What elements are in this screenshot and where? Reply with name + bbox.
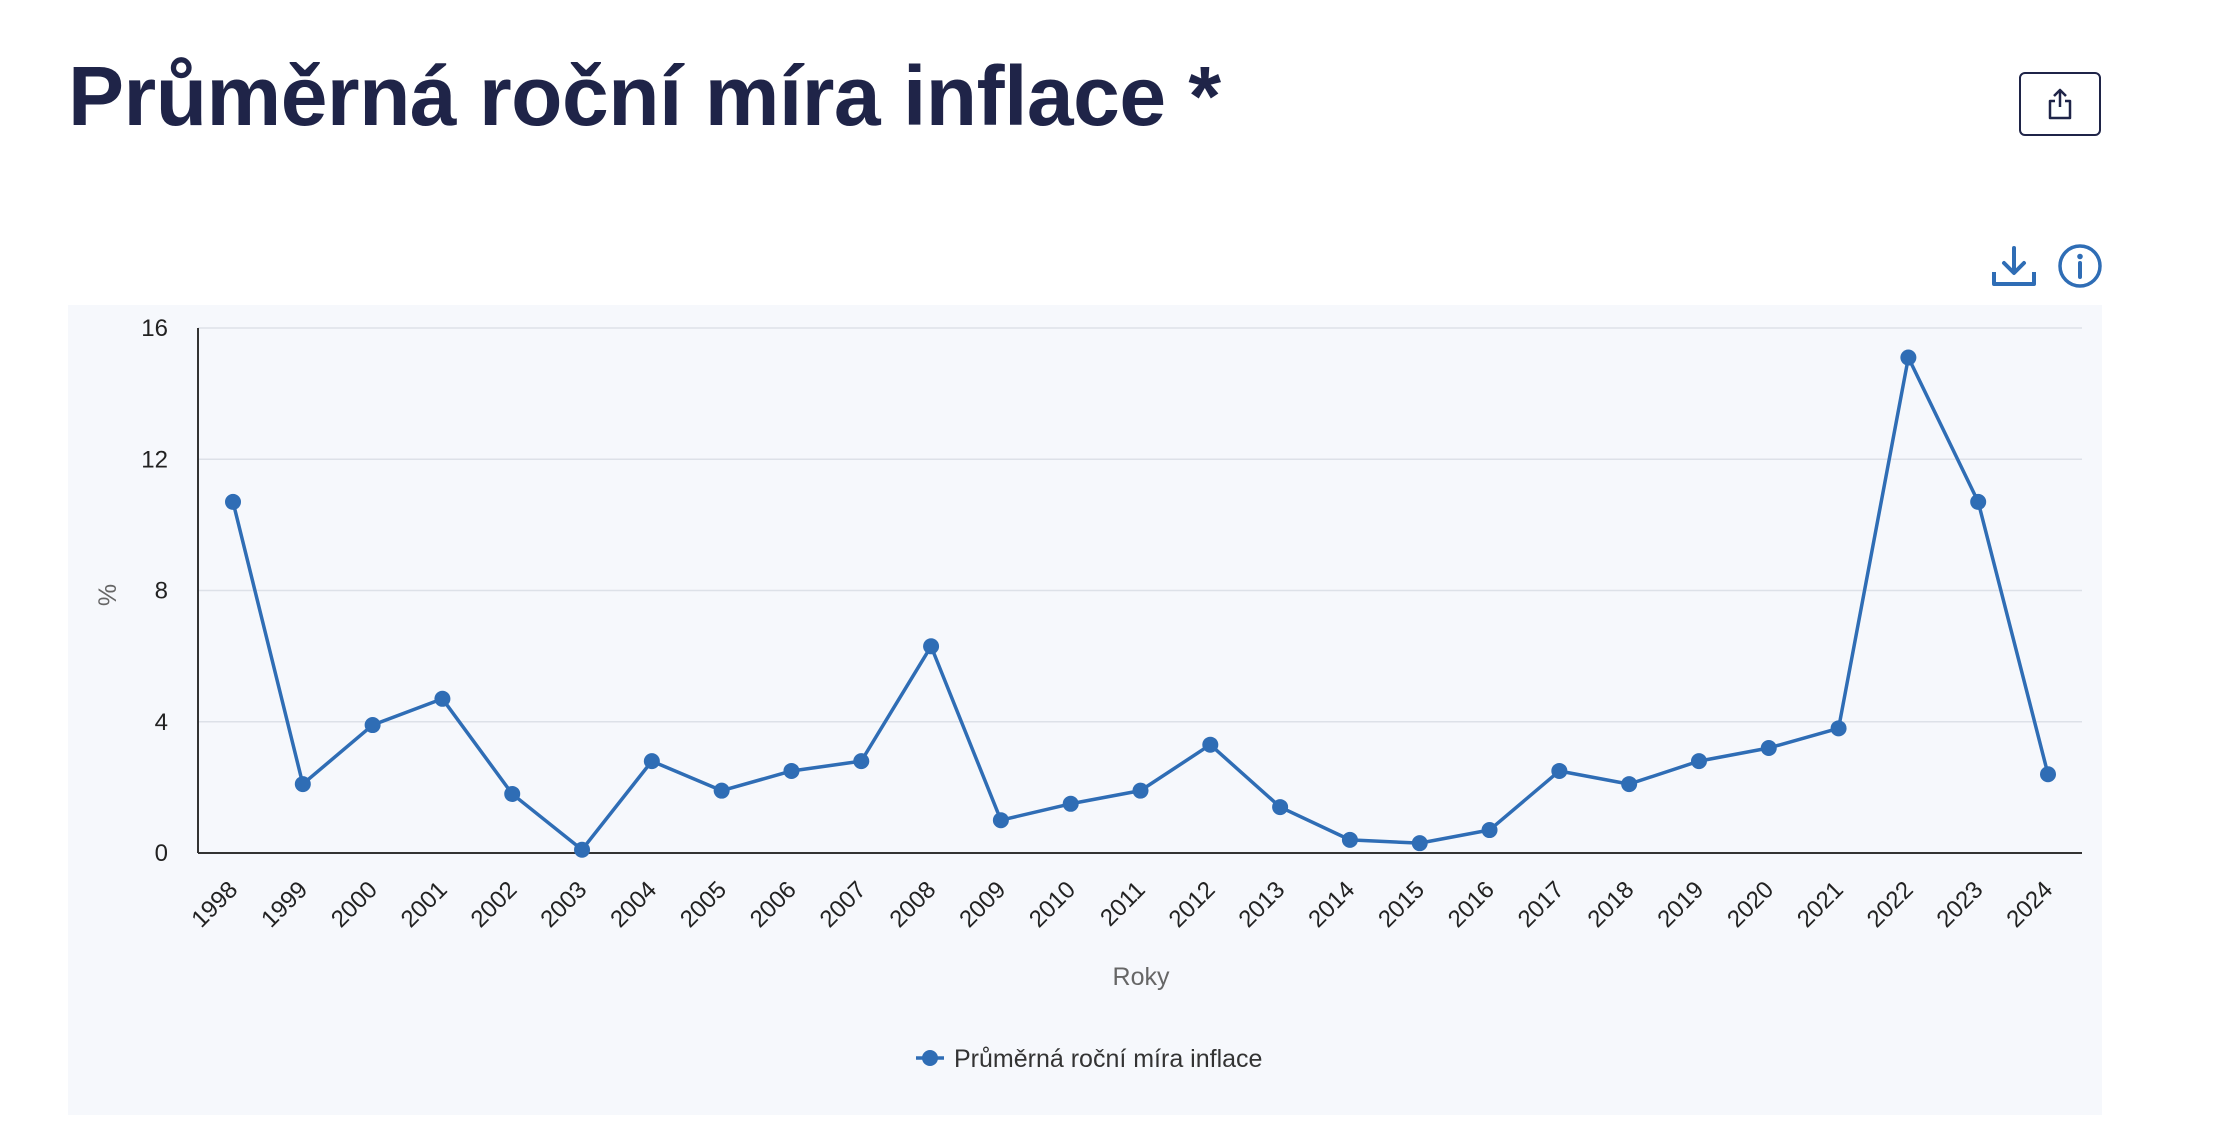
- data-point: [2040, 766, 2056, 783]
- x-tick-label: 2009: [954, 876, 1011, 933]
- y-tick-label: 0: [155, 840, 168, 867]
- data-point: [992, 812, 1009, 829]
- y-tick-label: 8: [155, 578, 168, 605]
- share-icon: [2048, 88, 2072, 120]
- x-tick-label: 2018: [1583, 876, 1640, 933]
- data-point: [1690, 753, 1707, 770]
- x-tick-label: 2024: [2001, 876, 2058, 933]
- data-point: [1272, 799, 1289, 816]
- data-point: [1760, 740, 1777, 756]
- x-tick-label: 2019: [1652, 876, 1709, 933]
- x-tick-label: 2012: [1164, 876, 1221, 933]
- x-tick-label: 2003: [535, 876, 592, 933]
- y-tick-label: 12: [141, 446, 168, 473]
- data-point: [364, 717, 381, 734]
- x-tick-label: 2014: [1303, 876, 1360, 933]
- info-button[interactable]: [2054, 240, 2106, 292]
- download-button[interactable]: [1988, 240, 2040, 292]
- data-point: [1062, 795, 1079, 812]
- data-point: [1970, 493, 1987, 510]
- x-tick-label: 2022: [1862, 876, 1919, 933]
- data-point: [1551, 762, 1568, 779]
- x-tick-label: 2017: [1513, 876, 1570, 933]
- data-point: [853, 753, 870, 770]
- page-title: Průměrná roční míra inflace *: [68, 49, 1221, 143]
- x-tick-label: 1999: [256, 876, 313, 933]
- data-point: [574, 841, 591, 858]
- chart-area: 0 4 8 12 16 1998 1999 2000 2001 2002 2003 2004 2005 2…: [68, 305, 2102, 1115]
- y-tick-label: 4: [155, 709, 168, 736]
- data-point: [294, 776, 311, 793]
- x-tick-label: 2011: [1095, 876, 1151, 932]
- x-tick-label: 2013: [1234, 876, 1291, 933]
- data-point: [1621, 776, 1638, 793]
- y-tick-label: 16: [141, 315, 168, 342]
- x-tick-label: 2023: [1932, 876, 1989, 933]
- x-tick-label: 1998: [186, 876, 243, 933]
- data-point: [1830, 720, 1847, 737]
- x-tick-label: 2008: [884, 876, 941, 933]
- x-tick-label: 2020: [1722, 876, 1779, 933]
- data-point: [434, 690, 451, 707]
- x-tick-label: 2015: [1373, 876, 1430, 933]
- x-tick-label: 2005: [675, 876, 732, 933]
- data-point: [1900, 349, 1917, 366]
- x-tick-label: 2006: [745, 876, 802, 933]
- data-point: [1132, 782, 1149, 799]
- data-point: [643, 753, 660, 770]
- share-button[interactable]: [2019, 72, 2101, 136]
- x-tick-label: 2016: [1443, 876, 1500, 933]
- data-point: [923, 638, 940, 655]
- data-point: [504, 785, 521, 802]
- data-point: [225, 493, 241, 510]
- x-tick-label: 2000: [326, 876, 383, 933]
- data-point: [1481, 822, 1498, 839]
- x-tick-label: 2004: [605, 876, 662, 933]
- legend-marker: [922, 1050, 938, 1066]
- y-axis-title: %: [94, 584, 122, 606]
- x-tick-label: 2002: [466, 876, 523, 933]
- download-icon: [1992, 246, 2036, 286]
- legend-label: Průměrná roční míra inflace: [954, 1045, 1262, 1073]
- data-point: [713, 782, 730, 799]
- x-tick-label: 2021: [1792, 876, 1849, 933]
- series-line: [231, 355, 2050, 852]
- data-point: [1341, 831, 1358, 848]
- info-icon: [2058, 244, 2102, 288]
- data-point: [783, 762, 800, 779]
- x-tick-label: 2007: [815, 876, 872, 933]
- x-tick-label: 2001: [396, 876, 453, 933]
- data-point: [1202, 736, 1219, 753]
- x-tick-label: 2010: [1024, 876, 1081, 933]
- data-point: [1411, 835, 1428, 852]
- x-axis-title: Roky: [1113, 963, 1170, 991]
